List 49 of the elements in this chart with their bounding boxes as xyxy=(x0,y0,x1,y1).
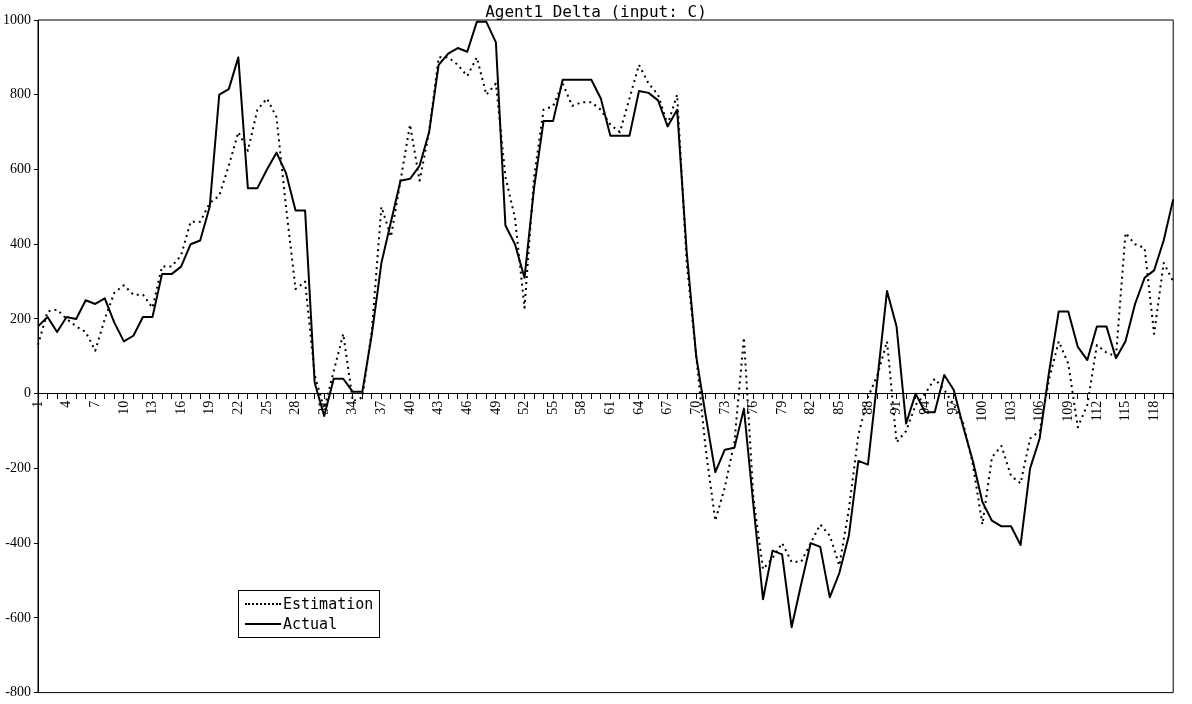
x-tick-label: 28 xyxy=(287,400,303,415)
x-tick-label: 97 xyxy=(945,400,961,415)
x-tick-label: 4 xyxy=(58,400,74,408)
y-tick-label: 0 xyxy=(24,385,31,401)
x-tick-label: 67 xyxy=(659,400,675,415)
x-tick-label: 22 xyxy=(230,400,245,415)
x-tick-label: 49 xyxy=(487,400,503,415)
x-tick-label: 13 xyxy=(144,400,160,415)
x-tick-label: 79 xyxy=(773,400,789,415)
y-tick-label: -600 xyxy=(5,609,31,625)
y-tick-label: 1000 xyxy=(3,11,31,27)
chart-title: Agent1 Delta (input: C) xyxy=(485,2,707,21)
x-tick-label: 88 xyxy=(859,400,875,415)
y-tick-label: -200 xyxy=(5,460,31,476)
y-tick-label: 600 xyxy=(10,161,31,177)
x-tick-label: 10 xyxy=(115,400,131,415)
legend-label: Estimation xyxy=(283,593,374,614)
x-tick-label: 91 xyxy=(888,400,904,415)
y-tick-label: -400 xyxy=(5,534,31,550)
x-tick-label: 70 xyxy=(687,400,703,415)
x-tick-label: 37 xyxy=(373,400,389,415)
x-tick-label: 112 xyxy=(1088,400,1104,422)
x-tick-label: 64 xyxy=(630,400,646,415)
x-tick-label: 76 xyxy=(745,400,761,415)
x-tick-label: 19 xyxy=(201,400,217,415)
x-tick-label: 61 xyxy=(602,400,618,415)
x-tick-label: 46 xyxy=(458,400,474,415)
x-tick-label: 100 xyxy=(974,400,990,422)
x-tick-label: 16 xyxy=(172,400,188,415)
y-tick-label: 200 xyxy=(10,310,31,326)
x-tick-label: 40 xyxy=(401,400,417,415)
x-tick-label: 82 xyxy=(802,400,818,415)
y-tick-label: -800 xyxy=(5,684,31,700)
x-tick-label: 58 xyxy=(573,400,589,415)
x-tick-label: 25 xyxy=(258,400,274,415)
x-tick-label: 85 xyxy=(830,400,846,415)
legend-label: Actual xyxy=(283,613,338,634)
x-tick-label: 43 xyxy=(430,400,446,415)
y-tick-label: 800 xyxy=(10,86,31,102)
x-tick-label: 118 xyxy=(1145,400,1161,422)
y-tick-label: 400 xyxy=(10,235,31,251)
x-tick-label: 52 xyxy=(516,400,532,415)
x-tick-label: 73 xyxy=(716,400,732,415)
x-tick-label: 34 xyxy=(344,400,360,415)
x-tick-label: 109 xyxy=(1059,400,1075,422)
x-tick-label: 103 xyxy=(1002,400,1018,422)
x-tick-label: 115 xyxy=(1117,400,1133,422)
x-tick-label: 55 xyxy=(544,400,560,415)
x-tick-label: 7 xyxy=(86,400,102,408)
